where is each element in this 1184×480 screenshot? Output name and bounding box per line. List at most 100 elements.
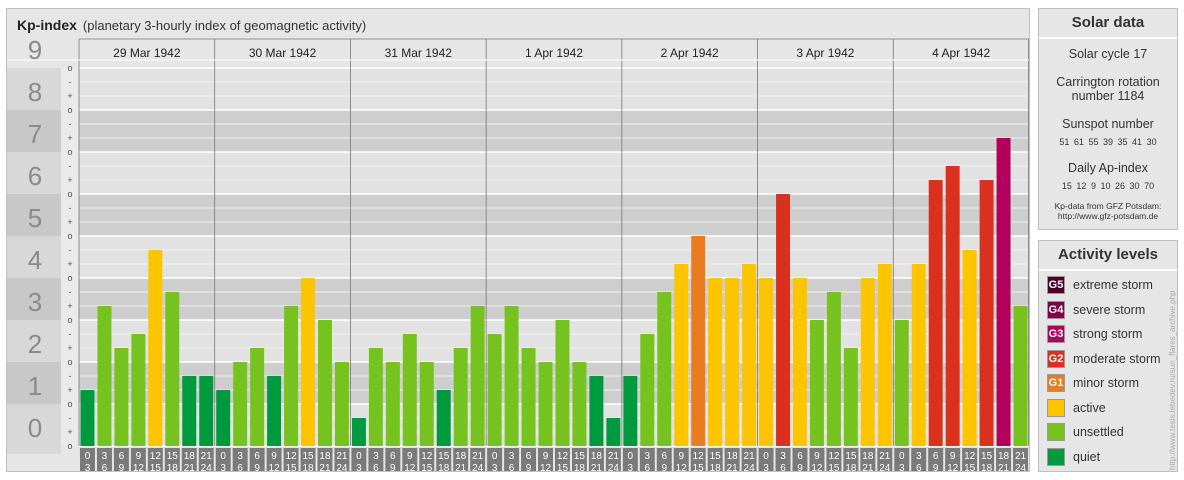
source-line1: Kp-data from GFZ Potsdam:	[1054, 201, 1162, 211]
interval-end: 21	[184, 463, 196, 471]
kp-bar	[555, 320, 570, 446]
interval-end: 9	[254, 463, 260, 471]
activity-level-swatch	[1047, 423, 1065, 441]
activity-level-swatch: G1	[1047, 374, 1065, 392]
interval-start: 15	[981, 451, 993, 462]
carrington-line1: Carrington rotation	[1056, 75, 1160, 89]
y-tick-label: 9	[28, 35, 42, 65]
kp-bar	[402, 333, 417, 446]
interval-start: 12	[693, 451, 705, 462]
kp-bar	[419, 362, 434, 446]
interval-end: 3	[628, 463, 634, 471]
kp-bar	[199, 375, 214, 446]
band-base	[79, 446, 1029, 454]
minor-tick-label: +	[67, 217, 72, 227]
interval-cell	[521, 448, 537, 471]
chart-subtitle: (planetary 3-hourly index of geomagnetic…	[82, 18, 367, 33]
solar-data-panel: Solar data Solar cycle 17 Carrington rot…	[1038, 8, 1178, 230]
interval-start: 9	[271, 451, 277, 462]
kp-bar	[826, 291, 841, 446]
interval-cell	[266, 448, 282, 471]
ylabel-band-base	[7, 446, 61, 454]
interval-end: 24	[608, 463, 620, 471]
interval-start: 12	[285, 451, 297, 462]
interval-start: 15	[167, 451, 179, 462]
day-label: 29 Mar 1942	[113, 46, 181, 60]
minor-band-1	[61, 362, 79, 404]
interval-start: 3	[373, 451, 379, 462]
interval-cell	[164, 448, 180, 471]
interval-start: 15	[438, 451, 450, 462]
sunspot-value: 39	[1102, 137, 1113, 147]
interval-cell	[215, 448, 231, 471]
activity-level-label: extreme storm	[1073, 278, 1153, 292]
ap-values: 15 12 9 10 26 30 70	[1039, 181, 1177, 191]
activity-level-label: active	[1073, 400, 1106, 415]
interval-end: 18	[167, 463, 179, 471]
interval-cell	[351, 448, 367, 471]
y-tick-label: 8	[28, 77, 42, 107]
kp-bar	[182, 375, 197, 446]
activity-level-swatch	[1047, 398, 1065, 417]
kp-bar	[301, 278, 315, 446]
activity-level-swatch: G3	[1047, 325, 1065, 343]
minor-tick-label: o	[67, 105, 72, 115]
interval-cell	[113, 448, 129, 471]
kp-bar	[691, 236, 706, 446]
sunspot-value: 61	[1073, 137, 1084, 147]
minor-tick-label: o	[67, 441, 72, 451]
interval-cell	[809, 448, 825, 471]
kp-bar	[623, 375, 638, 446]
interval-end: 21	[862, 463, 874, 471]
interval-end: 21	[591, 463, 603, 471]
activity-level-item: active	[1047, 398, 1106, 418]
interval-cell	[962, 448, 978, 471]
kp-bar	[640, 333, 655, 446]
interval-cell	[96, 448, 112, 471]
y-tick-label: 5	[28, 203, 42, 233]
interval-cell	[792, 448, 808, 471]
kp-bar	[436, 390, 451, 446]
interval-end: 18	[981, 463, 993, 471]
day-label: 1 Apr 1942	[525, 46, 583, 60]
interval-start: 9	[136, 451, 142, 462]
carrington-line2: number 1184	[1071, 89, 1145, 103]
interval-cell	[198, 448, 214, 471]
kp-bar	[945, 165, 960, 446]
minor-tick-label: o	[67, 399, 72, 409]
kp-bar	[351, 417, 366, 446]
interval-end: 12	[811, 463, 823, 471]
interval-end: 21	[998, 463, 1010, 471]
minor-tick-label: o	[67, 273, 72, 283]
kp-bar	[843, 348, 858, 446]
interval-start: 12	[828, 451, 840, 462]
day-label: 31 Mar 1942	[385, 46, 453, 60]
interval-cell	[470, 448, 486, 471]
interval-end: 9	[797, 463, 803, 471]
kp-bar	[250, 348, 265, 446]
interval-start: 21	[336, 451, 348, 462]
interval-cell	[385, 448, 401, 471]
interval-start: 0	[628, 451, 634, 462]
activity-level-item: quiet	[1047, 447, 1100, 467]
interval-cell	[996, 448, 1012, 471]
interval-start: 21	[472, 451, 484, 462]
kp-bar	[725, 278, 740, 446]
minor-tick-label: -	[69, 371, 72, 381]
kp-bar	[606, 417, 621, 446]
minor-tick-label: o	[67, 147, 72, 157]
minor-tick-label: +	[67, 175, 72, 185]
minor-tick-label: -	[69, 161, 72, 171]
day-label: 2 Apr 1942	[661, 46, 719, 60]
interval-cell	[911, 448, 927, 471]
interval-end: 21	[455, 463, 467, 471]
interval-end: 3	[356, 463, 362, 471]
kp-bar	[216, 390, 231, 446]
interval-start: 6	[390, 451, 396, 462]
interval-end: 18	[302, 463, 314, 471]
interval-start: 6	[797, 451, 803, 462]
interval-cell	[436, 448, 452, 471]
kp-bar	[674, 264, 689, 446]
activity-level-swatch	[1047, 447, 1065, 466]
minor-tick-label: +	[67, 133, 72, 143]
